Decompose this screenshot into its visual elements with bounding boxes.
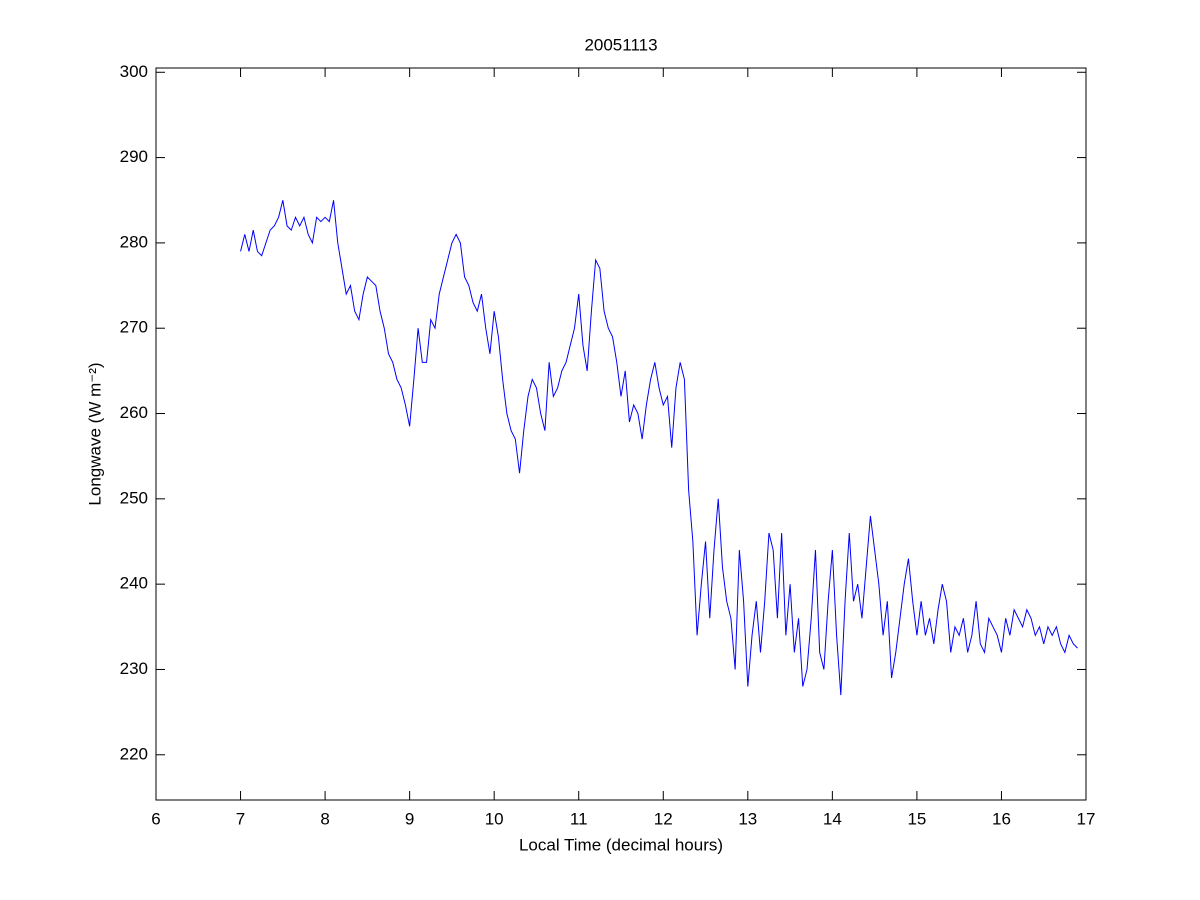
x-axis-label: Local Time (decimal hours) [519, 835, 723, 854]
y-tick-label: 240 [120, 574, 148, 593]
x-tick-label: 9 [405, 809, 414, 828]
y-tick-label: 290 [120, 147, 148, 166]
x-tick-label: 12 [654, 809, 673, 828]
y-tick-label: 250 [120, 488, 148, 507]
x-tick-label: 7 [236, 809, 245, 828]
x-tick-label: 6 [151, 809, 160, 828]
x-tick-label: 16 [992, 809, 1011, 828]
x-tick-label: 17 [1077, 809, 1096, 828]
data-line [240, 200, 1078, 696]
x-tick-label: 11 [570, 809, 588, 828]
x-tick-label: 10 [485, 809, 504, 828]
y-tick-label: 270 [120, 318, 148, 337]
y-tick-label: 300 [120, 62, 148, 81]
x-tick-label: 15 [907, 809, 926, 828]
y-tick-label: 260 [120, 403, 148, 422]
x-tick-label: 13 [738, 809, 757, 828]
x-tick-label: 8 [320, 809, 329, 828]
y-tick-label: 230 [120, 659, 148, 678]
y-tick-label: 280 [120, 232, 148, 251]
axes-box [155, 67, 1087, 801]
y-axis-label: Longwave (W m⁻²) [85, 362, 104, 505]
chart-title: 20051113 [584, 35, 657, 54]
x-tick-label: 14 [823, 809, 842, 828]
y-tick-label: 220 [120, 744, 148, 763]
